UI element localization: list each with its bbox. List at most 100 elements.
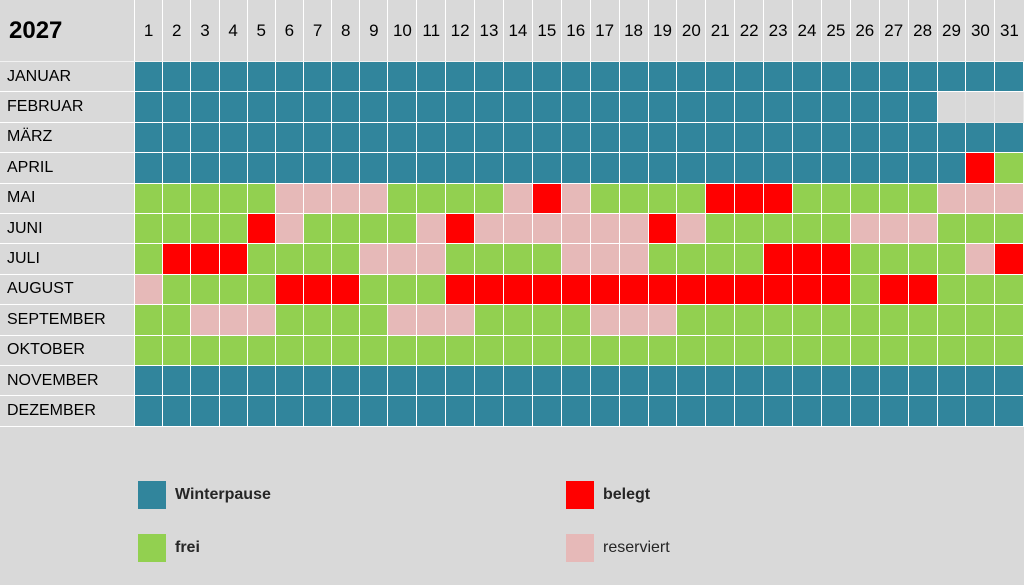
day-header: 20 <box>676 0 706 62</box>
month-label: SEPTEMBER <box>0 304 135 336</box>
day-header: 25 <box>820 0 851 62</box>
day-cell <box>134 273 164 306</box>
day-cell <box>387 60 418 93</box>
day-cell <box>246 121 276 154</box>
day-cell <box>618 304 649 336</box>
day-cell <box>474 60 504 93</box>
day-cell <box>734 152 765 184</box>
day-cell <box>190 364 220 397</box>
day-cell <box>792 91 822 123</box>
day-cell <box>359 273 389 306</box>
day-cell <box>359 304 389 336</box>
belegt-swatch <box>566 481 594 509</box>
day-header: 31 <box>994 0 1024 62</box>
day-cell <box>331 152 361 184</box>
day-cell <box>274 60 304 93</box>
day-cell <box>734 243 765 275</box>
day-cell <box>734 60 765 93</box>
day-cell <box>134 212 164 245</box>
day-cell <box>849 152 880 184</box>
day-cell <box>134 182 164 214</box>
day-cell <box>676 60 707 93</box>
day-cell <box>302 121 333 154</box>
day-cell <box>445 395 476 427</box>
day-cell <box>849 334 880 366</box>
day-cell <box>531 60 562 93</box>
day-cell <box>705 121 736 154</box>
day-cell <box>734 91 765 123</box>
day-cell <box>531 364 562 397</box>
day-cell <box>502 243 533 275</box>
day-cell <box>387 212 418 245</box>
day-cell <box>705 395 736 427</box>
day-header: 30 <box>965 0 995 62</box>
day-cell <box>705 273 736 306</box>
day-cell <box>705 212 736 245</box>
day-cell <box>416 182 447 214</box>
day-cell <box>162 152 192 184</box>
day-cell <box>763 395 794 427</box>
day-cell <box>560 91 591 123</box>
day-cell <box>246 304 276 336</box>
day-cell <box>387 121 418 154</box>
day-cell <box>331 304 361 336</box>
day-cell <box>618 395 649 427</box>
legend-winterpause: Winterpause <box>138 481 271 509</box>
day-cell <box>502 152 533 184</box>
day-cell <box>936 243 967 275</box>
month-row: AUGUST <box>0 273 1024 306</box>
day-cell <box>676 334 707 366</box>
day-cell <box>734 364 765 397</box>
day-cell <box>618 91 649 123</box>
day-cell <box>849 212 880 245</box>
month-row: APRIL <box>0 152 1024 184</box>
day-cell <box>416 243 447 275</box>
day-cell <box>274 91 304 123</box>
day-cell <box>190 152 220 184</box>
day-cell <box>474 243 504 275</box>
day-cell <box>416 395 447 427</box>
day-cell <box>676 91 707 123</box>
day-cell <box>849 273 880 306</box>
day-cell <box>849 304 880 336</box>
day-header: 22 <box>734 0 764 62</box>
day-cell <box>331 121 361 154</box>
day-cell <box>618 243 649 275</box>
day-cell <box>676 273 707 306</box>
frei-label: frei <box>175 539 200 556</box>
day-cell <box>218 91 248 123</box>
month-row: OKTOBER <box>0 334 1024 366</box>
day-cell <box>162 212 192 245</box>
day-cell <box>589 334 620 366</box>
day-cell <box>162 395 192 427</box>
day-cell <box>190 121 220 154</box>
month-row: FEBRUAR <box>0 91 1024 123</box>
day-cell <box>705 60 736 93</box>
day-cell <box>936 334 967 366</box>
day-cell <box>647 243 678 275</box>
day-cell <box>647 121 678 154</box>
day-cell <box>647 334 678 366</box>
day-cell <box>936 91 967 123</box>
day-cell <box>907 212 938 245</box>
day-cell <box>763 304 794 336</box>
day-cell <box>676 304 707 336</box>
day-cell <box>416 273 447 306</box>
day-cell <box>445 152 476 184</box>
day-cell <box>531 152 562 184</box>
month-row: JANUAR <box>0 60 1024 93</box>
day-cell <box>274 273 304 306</box>
day-cell <box>907 364 938 397</box>
day-cell <box>792 60 822 93</box>
day-cell <box>190 182 220 214</box>
day-cell <box>936 304 967 336</box>
day-cell <box>302 152 333 184</box>
day-cell <box>474 334 504 366</box>
day-cell <box>416 121 447 154</box>
day-cell <box>502 304 533 336</box>
day-header: 24 <box>792 0 822 62</box>
day-cell <box>820 152 851 184</box>
day-cell <box>331 212 361 245</box>
day-cell <box>994 304 1024 336</box>
day-cell <box>878 243 909 275</box>
